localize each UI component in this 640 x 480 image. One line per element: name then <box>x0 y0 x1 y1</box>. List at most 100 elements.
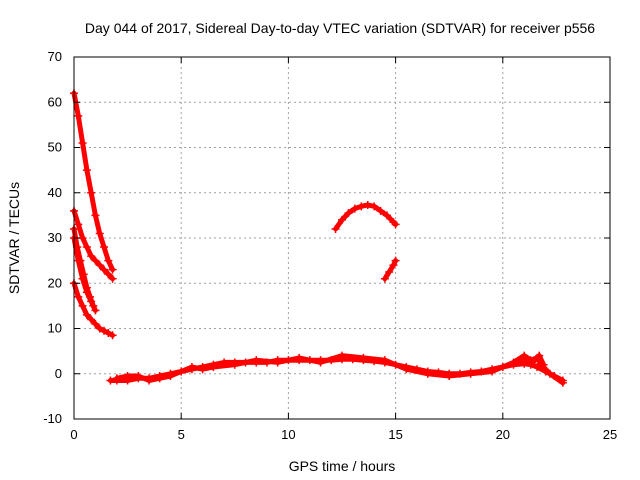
data-point-marker <box>108 331 117 340</box>
chart-title: Day 044 of 2017, Sidereal Day-to-day VTE… <box>85 20 595 36</box>
data-point-marker <box>273 358 282 367</box>
data-point-marker <box>198 365 207 374</box>
data-point-marker <box>389 261 398 270</box>
data-point-marker <box>74 256 83 265</box>
data-point-marker <box>350 204 359 213</box>
data-point-marker <box>91 211 100 220</box>
data-point-marker <box>391 256 400 265</box>
data-point-marker <box>145 376 154 385</box>
data-point-marker <box>82 166 91 175</box>
series-arc-e <box>71 280 116 338</box>
data-point-marker <box>82 243 91 252</box>
data-point-marker <box>359 353 368 362</box>
data-point-marker <box>209 362 218 371</box>
data-point-marker <box>104 270 113 279</box>
data-point-marker <box>108 274 117 283</box>
data-point-marker <box>370 202 379 211</box>
y-tick-label: 30 <box>48 230 62 245</box>
data-point-marker <box>252 356 261 365</box>
data-point-marker <box>338 215 346 224</box>
data-point-marker <box>402 365 411 374</box>
data-point-marker <box>91 256 100 265</box>
data-point-marker <box>363 200 372 209</box>
x-tick-label: 0 <box>70 427 77 442</box>
data-point-marker <box>74 220 83 229</box>
data-point-marker <box>82 288 91 297</box>
data-point-marker <box>78 301 87 310</box>
data-point-marker <box>520 353 529 362</box>
data-point-marker <box>87 297 96 306</box>
data-point-marker <box>344 209 353 218</box>
data-point-marker <box>78 138 87 147</box>
data-point-marker <box>74 292 83 301</box>
data-point-marker <box>87 252 96 261</box>
data-point-marker <box>545 369 554 378</box>
data-point-marker <box>385 267 394 276</box>
data-point-marker <box>87 315 96 324</box>
data-point-marker <box>445 372 454 381</box>
y-tick-label: 0 <box>55 366 62 381</box>
data-point-marker <box>380 274 389 283</box>
data-point-marker <box>123 372 132 381</box>
data-point-marker <box>108 265 117 274</box>
y-tick-label: 50 <box>48 140 62 155</box>
data-point-marker <box>515 358 524 367</box>
x-tick-label: 25 <box>603 427 617 442</box>
data-point-marker <box>134 372 143 381</box>
data-point-marker <box>295 353 304 362</box>
series-arc-a <box>71 90 116 273</box>
data-point-marker <box>338 351 346 360</box>
data-point-marker <box>524 358 533 367</box>
x-tick-label: 10 <box>281 427 295 442</box>
y-tick-label: -10 <box>43 411 62 426</box>
x-axis-label: GPS time / hours <box>289 458 396 474</box>
data-point-marker <box>100 265 109 274</box>
y-tick-label: 20 <box>48 275 62 290</box>
data-point-marker <box>558 378 567 387</box>
data-point-marker <box>104 329 113 338</box>
data-point-marker <box>82 310 91 319</box>
y-tick-label: 10 <box>48 321 62 336</box>
x-tick-label: 5 <box>178 427 185 442</box>
data-point-marker <box>91 319 100 328</box>
data-point-marker <box>533 362 542 371</box>
data-point-marker <box>488 367 497 376</box>
data-point-marker <box>100 326 109 335</box>
data-point-marker <box>95 229 104 238</box>
data-point-marker <box>91 306 100 315</box>
grid-lines <box>74 57 610 419</box>
data-point-marker <box>230 360 239 369</box>
data-point-marker <box>87 188 96 197</box>
data-point-marker <box>155 374 164 383</box>
x-tick-label: 20 <box>496 427 510 442</box>
data-point-marker <box>78 274 87 283</box>
data-point-marker <box>316 358 325 367</box>
data-point-marker <box>383 211 392 220</box>
data-point-marker <box>530 356 539 365</box>
data-point-marker <box>331 224 340 233</box>
data-point-marker <box>104 256 113 265</box>
data-point-marker <box>380 356 389 365</box>
data-point-marker <box>166 372 175 381</box>
data-point-marker <box>100 243 109 252</box>
data-point-marker <box>539 360 548 369</box>
data-traces <box>70 89 567 387</box>
data-point-marker <box>423 369 432 378</box>
y-axis-label: SDTVAR / TECUs <box>6 182 22 294</box>
y-tick-label: 70 <box>48 49 62 64</box>
y-tick-label: 40 <box>48 185 62 200</box>
data-point-marker <box>112 374 121 383</box>
data-point-marker <box>376 206 385 215</box>
data-point-marker <box>187 362 196 371</box>
data-point-marker <box>357 202 366 211</box>
data-point-marker <box>535 351 544 360</box>
series-arc-g <box>382 258 399 282</box>
data-point-marker <box>391 220 400 229</box>
x-tick-label: 15 <box>388 427 402 442</box>
data-point-marker <box>95 324 104 333</box>
y-axis-ticks: -10 0 10 20 30 40 50 60 70 <box>43 49 610 426</box>
data-point-marker <box>466 369 475 378</box>
series-arc-b <box>71 208 116 282</box>
y-tick-label: 60 <box>48 94 62 109</box>
